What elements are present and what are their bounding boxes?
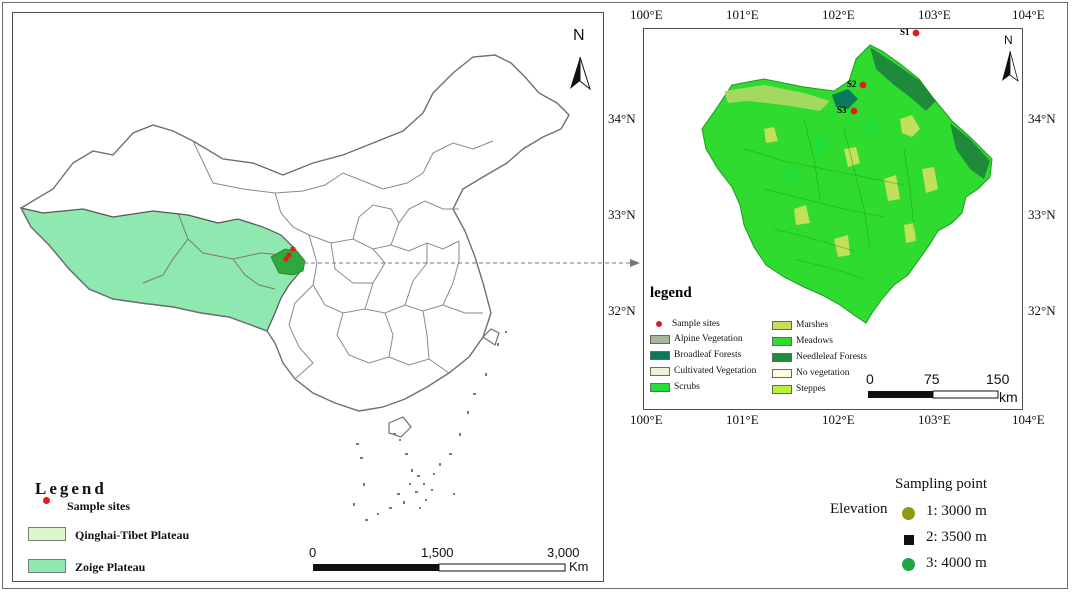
right-legend-scrubs: Scrubs: [674, 382, 700, 392]
bottom-tick-104: 104°E: [1012, 412, 1045, 427]
swatch-alpine: [650, 335, 670, 344]
swatch-needleleaf: [772, 353, 792, 362]
right-tick-34: 34°N: [1028, 111, 1056, 126]
right-legend-sample-icon: [656, 321, 662, 327]
coastal-islands: [388, 328, 500, 438]
province-boundaries: [192, 140, 494, 380]
scale-tick-3000: 3,000: [547, 545, 580, 560]
south-china-sea-islands: [353, 331, 507, 521]
right-scale-unit: km: [999, 389, 1018, 405]
north-label: N: [573, 27, 585, 44]
right-legend-broadleaf: Broadleaf Forests: [674, 350, 742, 360]
sample-site-s1-marker: [912, 29, 920, 37]
zoige-vegetation-map-panel: S1 S2 S3 N legend Sample sites Alpine Ve…: [643, 28, 1023, 410]
right-legend-marshes: Marshes: [796, 320, 829, 330]
scale-unit: Km: [569, 559, 589, 574]
swatch-steppes: [772, 385, 792, 394]
site-label-s2: S2: [847, 79, 857, 89]
right-tick-32: 32°N: [1028, 303, 1056, 318]
plateau-inner-boundary: [142, 212, 282, 290]
connector-arrowhead-icon: [630, 259, 640, 267]
swatch-scrubs: [650, 383, 670, 392]
elevation-3000-icon: [902, 507, 915, 520]
elevation-item-4000: 3: 4000 m: [926, 555, 987, 571]
swatch-meadows: [772, 337, 792, 346]
right-legend-title: legend: [650, 285, 692, 301]
right-scale-bar-black: [868, 391, 933, 398]
scale-tick-0: 0: [309, 545, 317, 560]
bottom-tick-101: 101°E: [726, 412, 759, 427]
bottom-tick-100: 100°E: [630, 412, 663, 427]
needleleaf-forest-area: [870, 47, 936, 111]
top-tick-101: 101°E: [726, 7, 759, 22]
qinghai-tibet-swatch: [28, 527, 66, 541]
site-label-s3: S3: [837, 105, 847, 115]
sample-site-s2-marker: [859, 81, 867, 89]
zoige-swatch: [28, 559, 66, 573]
left-tick-33: 33°N: [608, 207, 636, 222]
right-legend-needleleaf: Needleleaf Forests: [796, 352, 867, 362]
left-sample-site-marker: [286, 252, 292, 258]
top-tick-102: 102°E: [822, 7, 855, 22]
china-map-panel: N Legend Sample sites Qinghai-Tibet Plat…: [12, 12, 604, 582]
study-area-meadows: [701, 44, 993, 324]
needleleaf-forest-area: [950, 123, 990, 179]
zoige-vegetation-map: [701, 29, 1019, 399]
steppe-area: [764, 115, 938, 257]
north-arrow-half: [579, 56, 591, 91]
sample-site-legend-icon: [43, 497, 50, 504]
swatch-cultivated: [650, 367, 670, 376]
swatch-no-vegetation: [772, 369, 792, 378]
right-legend-alpine: Alpine Vegetation: [674, 334, 743, 344]
legend-title: Legend: [35, 479, 107, 498]
scale-tick-1500: 1,500: [421, 545, 454, 560]
right-legend-meadows: Meadows: [796, 336, 833, 346]
top-tick-100: 100°E: [630, 7, 663, 22]
elevation-4000-icon: [902, 558, 915, 571]
scrub-area: [784, 119, 880, 185]
elevation-item-3000: 1: 3000 m: [926, 503, 987, 519]
right-legend-sample-sites: Sample sites: [672, 319, 720, 329]
swatch-marshes: [772, 321, 792, 330]
sample-site-s3-marker: [850, 107, 858, 115]
right-legend-cultivated: Cultivated Vegetation: [674, 366, 757, 376]
scale-bar-white: [438, 563, 566, 572]
right-scale-tick-75: 75: [924, 371, 940, 387]
legend-item-zoige: Zoige Plateau: [75, 560, 146, 574]
legend-item-sample-sites: Sample sites: [67, 499, 130, 513]
elevation-label: Elevation: [830, 501, 888, 517]
bottom-tick-103: 103°E: [918, 412, 951, 427]
right-north-arrow-half: [1009, 50, 1019, 83]
elevation-3500-icon: [904, 535, 914, 545]
right-scale-tick-150: 150: [986, 371, 1010, 387]
sampling-legend-title: Sampling point: [895, 476, 988, 492]
right-north-label: N: [1004, 33, 1013, 47]
china-map: [19, 54, 591, 572]
broadleaf-forest-area: [832, 89, 858, 109]
right-legend-no-vegetation: No vegetation: [796, 368, 850, 378]
left-tick-32: 32°N: [608, 303, 636, 318]
left-sample-site-marker: [290, 246, 296, 252]
left-tick-34: 34°N: [608, 111, 636, 126]
zoige-plateau-area: [270, 248, 306, 276]
left-sample-site-marker: [283, 256, 289, 262]
top-tick-104: 104°E: [1012, 7, 1045, 22]
right-tick-33: 33°N: [1028, 207, 1056, 222]
top-tick-103: 103°E: [918, 7, 951, 22]
internal-boundaries: [743, 118, 915, 280]
swatch-broadleaf: [650, 351, 670, 360]
alpine-vegetation-area: [724, 85, 830, 111]
china-outline: [20, 54, 570, 412]
site-label-s1: S1: [900, 28, 910, 37]
right-scale-tick-0: 0: [866, 371, 874, 387]
bottom-tick-102: 102°E: [822, 412, 855, 427]
right-legend-steppes: Steppes: [796, 384, 826, 394]
right-scale-bar-white: [932, 390, 999, 399]
scale-bar-black: [313, 564, 439, 571]
legend-item-qinghai-tibet: Qinghai-Tibet Plateau: [75, 528, 190, 542]
elevation-item-3500: 2: 3500 m: [926, 529, 987, 545]
